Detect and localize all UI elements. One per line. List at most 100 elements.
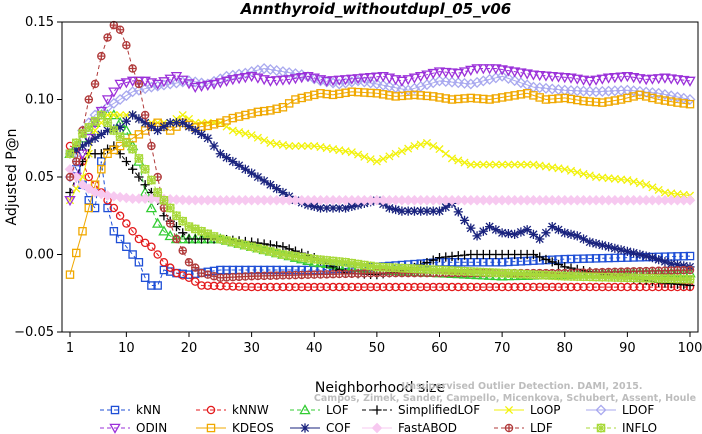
legend-item: LDOF	[586, 403, 654, 417]
data-point	[660, 257, 670, 267]
data-point	[503, 228, 513, 239]
data-point	[203, 121, 213, 131]
data-point	[71, 138, 81, 148]
data-point	[352, 75, 364, 87]
data-point	[84, 203, 94, 213]
data-point	[540, 71, 552, 82]
data-point	[596, 74, 609, 85]
legend-label: KDEOS	[232, 421, 274, 434]
data-point	[485, 95, 494, 104]
data-point	[673, 252, 682, 261]
data-point	[309, 282, 319, 292]
data-point	[102, 118, 113, 128]
legend-item: LDF	[494, 421, 553, 434]
legend-label: SimplifiedLOF	[398, 403, 480, 417]
data-point	[147, 281, 156, 290]
data-point	[116, 110, 125, 120]
data-point	[383, 73, 396, 84]
data-point	[491, 160, 500, 169]
data-point	[206, 405, 216, 415]
legend-item: kNN	[100, 403, 161, 417]
data-point	[340, 257, 351, 267]
data-point	[477, 75, 489, 87]
data-point	[328, 90, 338, 100]
data-point	[299, 404, 311, 415]
data-point	[284, 250, 294, 261]
data-point	[283, 75, 295, 86]
data-point	[547, 222, 557, 232]
data-point	[145, 78, 158, 89]
data-point	[347, 282, 357, 292]
data-point	[585, 171, 594, 180]
data-point	[147, 141, 156, 151]
data-point	[121, 192, 132, 204]
data-point	[253, 107, 263, 117]
data-point	[108, 87, 120, 98]
data-point	[573, 254, 582, 264]
data-point	[139, 83, 151, 95]
data-point	[372, 89, 382, 98]
data-point	[120, 90, 132, 102]
data-point	[510, 91, 519, 100]
data-point	[535, 93, 544, 102]
legend-label: INFLO	[622, 421, 657, 434]
data-point	[396, 76, 408, 87]
data-point	[220, 76, 233, 87]
data-point	[635, 249, 645, 260]
data-point	[277, 75, 289, 86]
data-point	[340, 203, 351, 213]
data-point	[228, 237, 238, 247]
data-point	[422, 282, 432, 292]
data-point	[466, 282, 476, 292]
data-point	[610, 96, 620, 105]
data-point	[291, 95, 300, 104]
data-point	[460, 158, 469, 167]
data-point	[615, 72, 627, 83]
data-point	[472, 94, 482, 103]
data-point	[685, 265, 695, 275]
data-point	[554, 94, 563, 103]
data-point	[579, 282, 588, 292]
data-point	[659, 89, 671, 101]
data-point	[278, 249, 288, 260]
data-point	[353, 259, 363, 269]
data-point	[96, 129, 106, 139]
data-point	[108, 191, 120, 202]
data-point	[151, 217, 164, 228]
data-point	[246, 66, 258, 78]
data-point	[159, 257, 169, 267]
legend-item: SimplifiedLOF	[362, 403, 480, 417]
data-point	[64, 195, 76, 207]
data-point	[372, 405, 382, 415]
data-point	[347, 148, 356, 157]
data-point	[408, 82, 420, 94]
data-point	[416, 91, 425, 100]
data-point	[471, 64, 483, 75]
data-point	[227, 75, 239, 86]
data-point	[510, 160, 519, 169]
data-point	[103, 33, 112, 42]
data-point	[585, 282, 595, 292]
data-point	[234, 239, 244, 249]
data-point	[253, 243, 263, 253]
data-point	[560, 282, 569, 292]
data-point	[114, 93, 126, 106]
legend-label: kNNW	[232, 403, 269, 417]
data-point	[260, 136, 269, 145]
data-point	[316, 89, 325, 98]
data-point	[328, 203, 338, 213]
data-point	[510, 282, 519, 292]
data-point	[573, 282, 582, 292]
data-point	[366, 261, 376, 271]
data-point	[134, 79, 144, 89]
series-odin	[64, 64, 696, 207]
data-point	[164, 229, 176, 241]
data-point	[134, 172, 144, 182]
data-point	[591, 254, 601, 263]
data-point	[360, 282, 369, 292]
x-tick-label: 1	[66, 341, 74, 356]
data-point	[228, 156, 238, 167]
data-point	[165, 263, 175, 272]
data-point	[322, 282, 332, 292]
data-point	[478, 226, 488, 236]
